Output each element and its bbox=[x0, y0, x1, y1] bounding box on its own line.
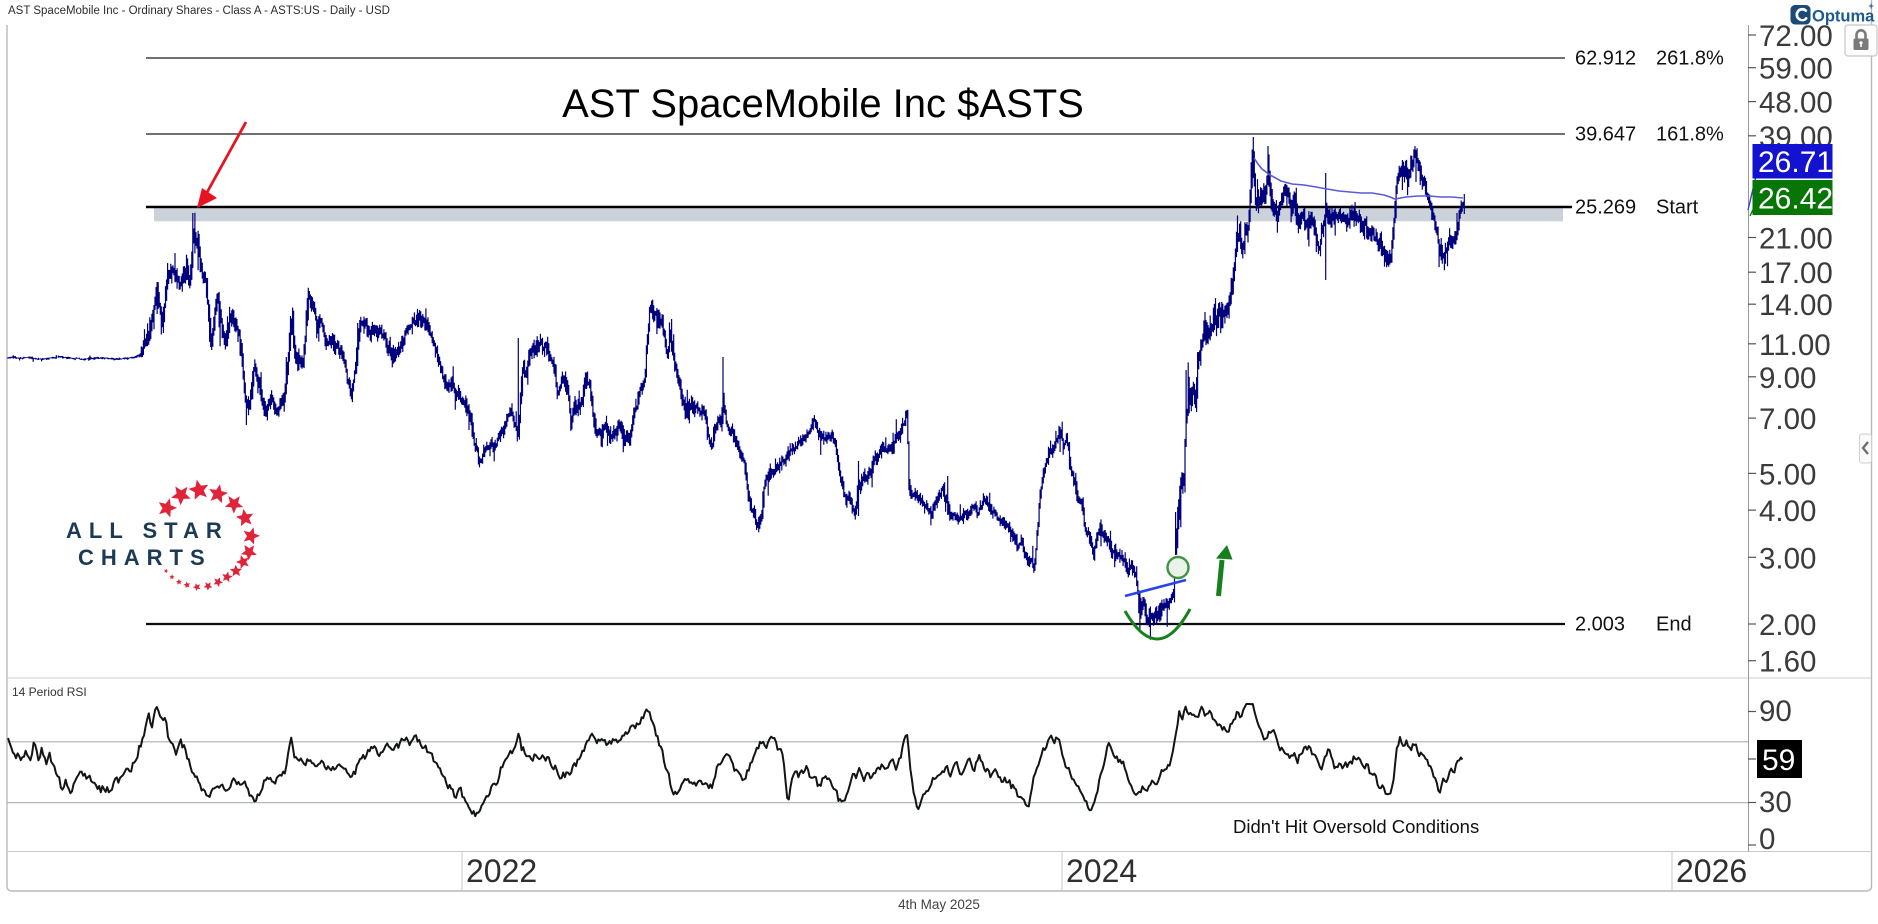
svg-text:14 Period RSI: 14 Period RSI bbox=[12, 685, 87, 699]
svg-text:Didn't Hit Oversold Conditions: Didn't Hit Oversold Conditions bbox=[1233, 816, 1479, 837]
svg-text:+: + bbox=[1869, 1, 1874, 11]
svg-text:59.00: 59.00 bbox=[1759, 53, 1833, 86]
svg-text:4th May 2025: 4th May 2025 bbox=[898, 897, 980, 912]
svg-text:2026: 2026 bbox=[1676, 853, 1747, 889]
svg-text:48.00: 48.00 bbox=[1759, 87, 1833, 120]
svg-text:0: 0 bbox=[1759, 823, 1775, 856]
svg-text:11.00: 11.00 bbox=[1759, 329, 1831, 362]
svg-text:2022: 2022 bbox=[466, 853, 537, 889]
svg-text:2.00: 2.00 bbox=[1759, 609, 1816, 642]
svg-text:26.71: 26.71 bbox=[1758, 146, 1833, 179]
svg-text:25.269: 25.269 bbox=[1575, 197, 1636, 219]
svg-text:90: 90 bbox=[1759, 695, 1792, 728]
svg-text:17.00: 17.00 bbox=[1759, 257, 1833, 290]
svg-text:Optuma: Optuma bbox=[1812, 8, 1875, 26]
svg-text:2024: 2024 bbox=[1066, 853, 1137, 889]
svg-text:26.42: 26.42 bbox=[1758, 183, 1833, 216]
svg-text:21.00: 21.00 bbox=[1759, 223, 1833, 256]
svg-text:End: End bbox=[1656, 614, 1692, 636]
svg-text:CHARTS: CHARTS bbox=[78, 545, 212, 570]
svg-text:261.8%: 261.8% bbox=[1656, 48, 1724, 70]
svg-text:AST SpaceMobile Inc $ASTS: AST SpaceMobile Inc $ASTS bbox=[562, 82, 1084, 126]
svg-text:62.912: 62.912 bbox=[1575, 48, 1636, 70]
svg-text:3.00: 3.00 bbox=[1759, 542, 1816, 575]
svg-text:7.00: 7.00 bbox=[1759, 403, 1816, 436]
svg-text:ALL STAR: ALL STAR bbox=[66, 518, 229, 543]
svg-text:39.647: 39.647 bbox=[1575, 124, 1636, 146]
svg-text:1.60: 1.60 bbox=[1759, 646, 1816, 679]
svg-text:9.00: 9.00 bbox=[1759, 362, 1816, 395]
svg-text:59: 59 bbox=[1762, 744, 1795, 777]
svg-text:161.8%: 161.8% bbox=[1656, 124, 1724, 146]
svg-text:14.00: 14.00 bbox=[1759, 289, 1833, 322]
svg-text:2.003: 2.003 bbox=[1575, 614, 1625, 636]
svg-text:AST SpaceMobile Inc - Ordinary: AST SpaceMobile Inc - Ordinary Shares - … bbox=[8, 5, 390, 17]
svg-text:Start: Start bbox=[1656, 197, 1699, 219]
svg-text:72.00: 72.00 bbox=[1759, 20, 1833, 53]
svg-text:30: 30 bbox=[1759, 786, 1792, 819]
svg-text:4.00: 4.00 bbox=[1759, 495, 1816, 528]
svg-text:5.00: 5.00 bbox=[1759, 458, 1816, 491]
